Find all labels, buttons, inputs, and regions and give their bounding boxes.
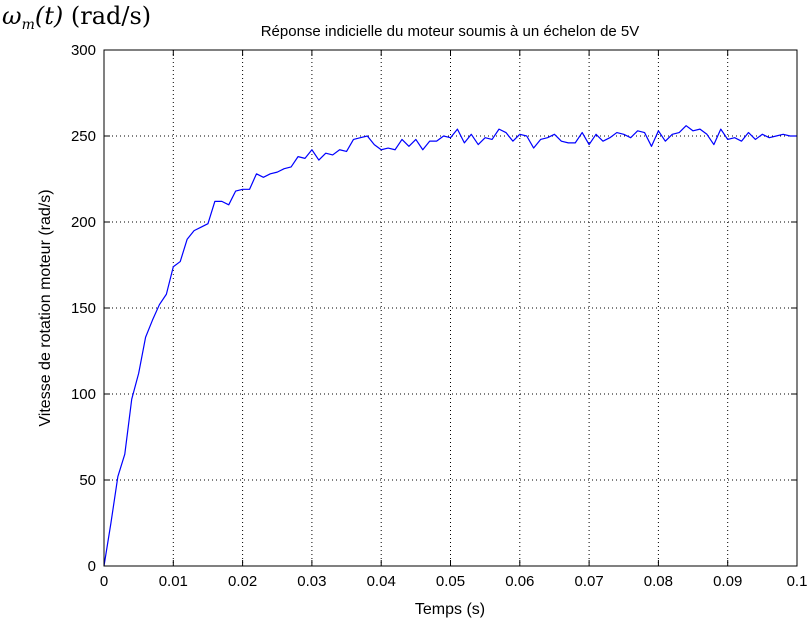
- x-tick-label: 0.06: [505, 573, 534, 590]
- x-tick-label: 0.04: [367, 573, 396, 590]
- y-tick-label: 150: [71, 300, 96, 317]
- y-tick-label: 300: [71, 42, 96, 59]
- x-tick-label: 0.01: [159, 573, 188, 590]
- x-tick-label: 0.03: [297, 573, 326, 590]
- omega-argument: (t): [34, 2, 64, 30]
- x-tick-label: 0.1: [787, 573, 808, 590]
- x-tick-label: 0.09: [713, 573, 742, 590]
- tick-layer: [103, 49, 798, 567]
- corner-axis-label: ωm(t) (rad/s): [2, 2, 151, 33]
- chart-title: Réponse indicielle du moteur soumis à un…: [261, 23, 640, 40]
- y-tick-label: 50: [79, 472, 96, 489]
- x-tick-label: 0: [100, 573, 108, 590]
- x-axis-label: Temps (s): [415, 601, 485, 618]
- y-tick-label: 0: [88, 558, 96, 575]
- plot-frame: [103, 49, 798, 567]
- y-tick-label: 250: [71, 128, 96, 145]
- y-axis-label: Vitesse de rotation moteur (rad/s): [37, 189, 54, 426]
- omega-symbol: ω: [2, 2, 22, 30]
- omega-unit: (rad/s): [70, 2, 152, 30]
- y-tick-label: 100: [71, 386, 96, 403]
- series-line: [103, 125, 797, 567]
- x-tick-label: 0.05: [436, 573, 465, 590]
- y-tick-label: 200: [71, 214, 96, 231]
- x-tick-label: 0.02: [228, 573, 257, 590]
- omega-subscript: m: [21, 17, 35, 33]
- series-layer: [103, 125, 797, 567]
- x-tick-label: 0.07: [574, 573, 603, 590]
- x-tick-label: 0.08: [644, 573, 673, 590]
- grid-layer: [104, 50, 797, 566]
- y-tick-labels: 0 50 100 150 200 250 300: [71, 42, 96, 575]
- x-tick-labels: 0 0.01 0.02 0.03 0.04 0.05 0.06 0.07 0.08 0.09 0.1: [100, 573, 808, 590]
